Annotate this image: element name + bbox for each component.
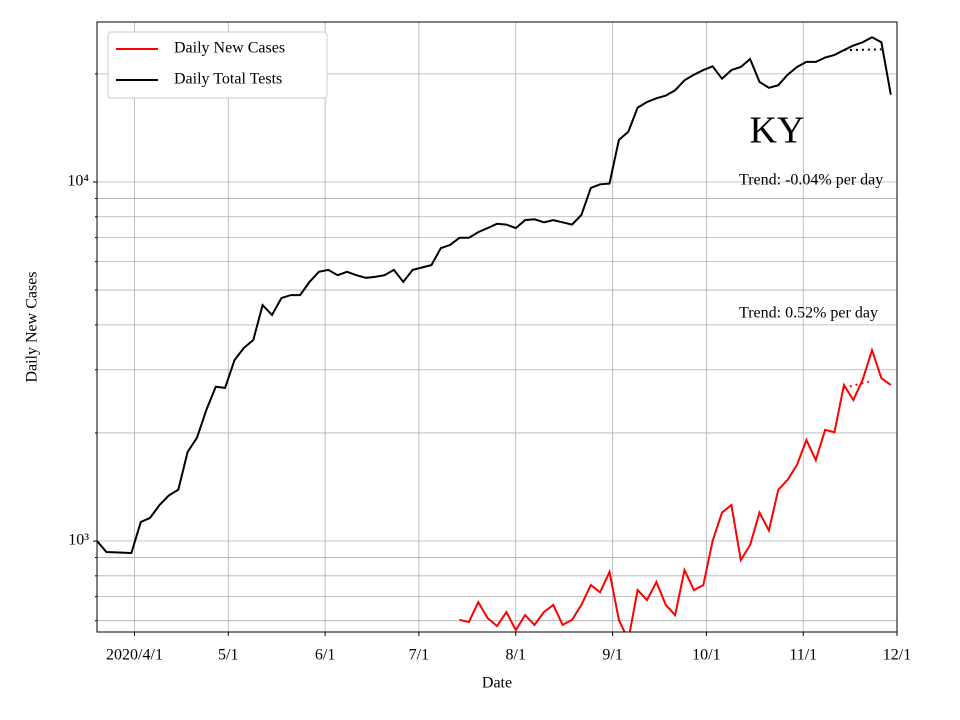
x-tick-label: 6/1 xyxy=(315,647,335,664)
y-tick-label: 10³ xyxy=(68,532,89,549)
legend-box xyxy=(107,31,328,99)
annotation: Trend: 0.52% per day xyxy=(739,305,878,322)
trend-line xyxy=(843,48,882,52)
x-tick-label: 11/1 xyxy=(789,647,817,664)
x-tick-label: 8/1 xyxy=(506,647,526,664)
series-line xyxy=(459,346,892,632)
series-line xyxy=(97,36,892,555)
x-tick-label: 5/1 xyxy=(218,647,238,664)
grid xyxy=(97,22,898,632)
legend: Daily New Cases Daily Total Tests xyxy=(107,31,328,99)
x-tick-label: 9/1 xyxy=(602,647,622,664)
x-tick-label: 10/1 xyxy=(692,647,720,664)
chart-title: KY xyxy=(750,110,805,152)
axes-frame xyxy=(96,21,898,633)
legend-label: Daily Total Tests xyxy=(174,71,282,88)
y-tick-label: 10⁴ xyxy=(67,173,89,190)
trend-line xyxy=(843,380,870,389)
x-tick-label: 2020/4/1 xyxy=(106,647,163,664)
plot-area xyxy=(97,36,892,632)
x-tick-label: 12/1 xyxy=(883,647,911,664)
annotation: Trend: -0.04% per day xyxy=(739,172,883,189)
legend-label: Daily New Cases xyxy=(174,40,285,57)
x-axis-label: Date xyxy=(482,675,512,692)
y-axis-label: Daily New Cases xyxy=(24,271,41,382)
x-tick-label: 7/1 xyxy=(409,647,429,664)
